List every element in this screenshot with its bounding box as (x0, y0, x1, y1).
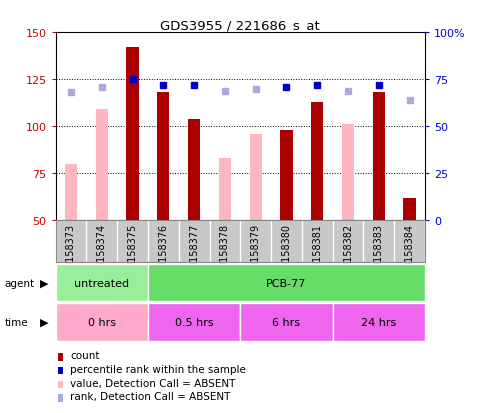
Text: percentile rank within the sample: percentile rank within the sample (70, 364, 246, 374)
Text: untreated: untreated (74, 278, 129, 288)
Bar (56, 304, 148, 341)
Bar (188, 119, 200, 221)
Text: GSM158383: GSM158383 (374, 223, 384, 282)
Text: rank, Detection Call = ABSENT: rank, Detection Call = ABSENT (70, 391, 230, 401)
Bar (148, 264, 425, 301)
Text: GSM158380: GSM158380 (282, 223, 291, 282)
Bar (219, 159, 231, 221)
Bar (56, 264, 148, 301)
Text: GSM158381: GSM158381 (313, 223, 322, 282)
Bar (311, 102, 324, 221)
Text: agent: agent (5, 278, 35, 288)
Text: GSM158379: GSM158379 (251, 223, 261, 282)
Text: GSM158384: GSM158384 (405, 223, 414, 282)
Text: PCB-77: PCB-77 (266, 278, 307, 288)
Text: GSM158382: GSM158382 (343, 223, 353, 282)
Bar (96, 110, 108, 221)
Bar (241, 304, 333, 341)
Text: GSM158374: GSM158374 (97, 223, 107, 282)
Text: GSM158375: GSM158375 (128, 223, 138, 282)
Bar (148, 304, 241, 341)
Bar (127, 48, 139, 221)
Text: 0.5 hrs: 0.5 hrs (175, 317, 213, 327)
Text: value, Detection Call = ABSENT: value, Detection Call = ABSENT (70, 377, 235, 388)
Text: 0 hrs: 0 hrs (88, 317, 116, 327)
Text: count: count (70, 350, 99, 361)
Text: 6 hrs: 6 hrs (272, 317, 300, 327)
Text: time: time (5, 317, 28, 327)
Bar (342, 125, 354, 221)
Text: ▶: ▶ (40, 278, 49, 288)
Bar (280, 131, 293, 221)
Bar (333, 304, 425, 341)
Text: GSM158377: GSM158377 (189, 223, 199, 282)
Text: ▶: ▶ (40, 317, 49, 327)
Bar (65, 165, 77, 221)
Bar (250, 135, 262, 221)
Bar (403, 198, 416, 221)
Text: GSM158376: GSM158376 (158, 223, 168, 282)
Title: GDS3955 / 221686_s_at: GDS3955 / 221686_s_at (160, 19, 320, 32)
Bar (373, 93, 385, 221)
Text: 24 hrs: 24 hrs (361, 317, 397, 327)
Text: GSM158373: GSM158373 (66, 223, 76, 282)
Bar (157, 93, 170, 221)
Text: GSM158378: GSM158378 (220, 223, 230, 282)
